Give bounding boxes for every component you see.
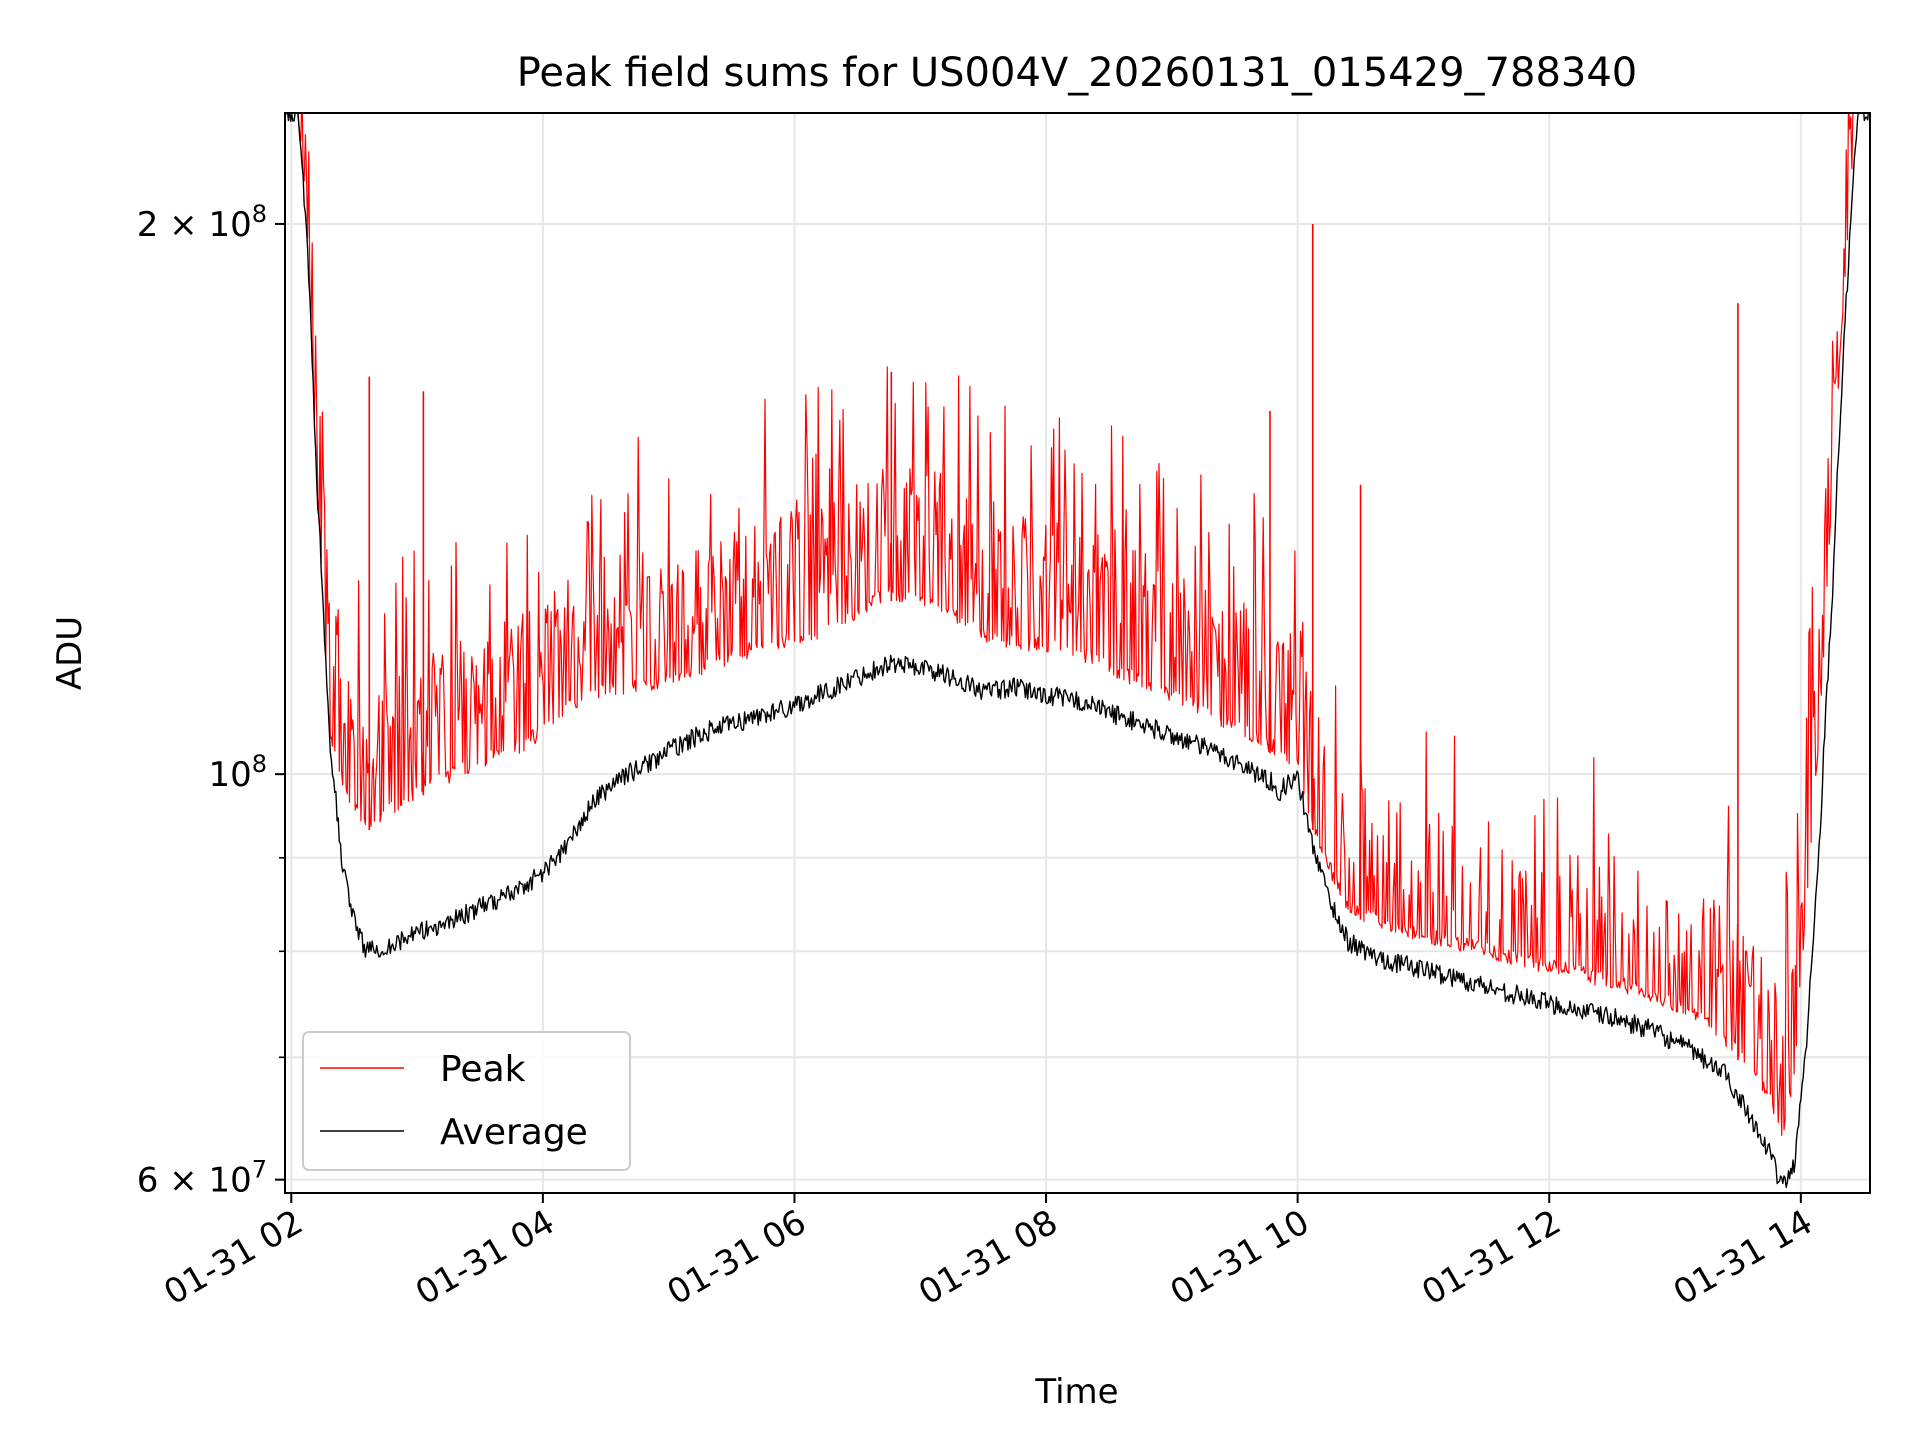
y-axis-label: ADU [50,616,90,690]
plot-frame [284,112,1871,1194]
peak-line [297,113,1854,1136]
chart-title: Peak field sums for US004V_20260131_0154… [517,50,1638,96]
y-tick-exponent: 8 [252,750,267,778]
legend: Peak Average [302,1031,631,1171]
y-tick-label: 6 × 107 [137,1156,267,1201]
y-tick-exponent: 7 [252,1156,267,1184]
peak-series [297,113,1854,1136]
y-tick-label: 2 × 108 [137,200,267,245]
average-series [285,113,1870,1188]
legend-peak-label: Peak [440,1049,526,1090]
grid [285,113,1870,1193]
average-line [285,113,1870,1188]
x-axis-label: Time [1034,1372,1118,1412]
series-layer [285,113,1870,1188]
y-tick-exponent: 8 [252,200,267,228]
legend-average-label: Average [440,1112,588,1153]
legend-box [302,1031,631,1171]
